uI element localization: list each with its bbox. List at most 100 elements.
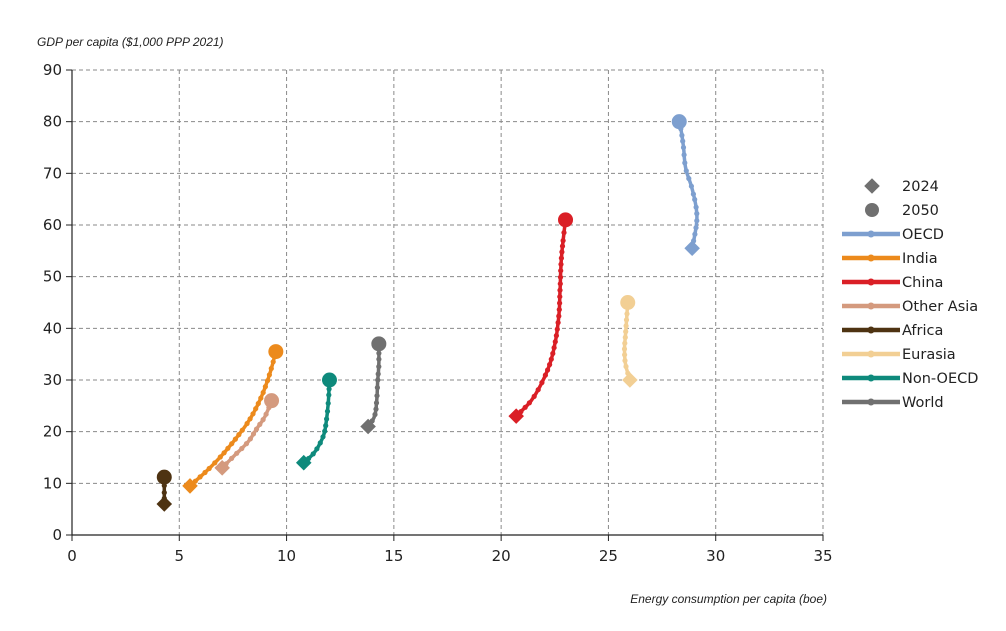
series-dot-india	[250, 411, 256, 417]
series-dot-other-asia	[247, 436, 253, 442]
series-dot-india	[270, 359, 276, 365]
series-dot-oecd	[688, 183, 695, 189]
series-dot-china	[552, 339, 558, 345]
series-dot-china	[557, 281, 563, 287]
series-dot-other-asia	[234, 450, 240, 456]
series-dot-non-oecd	[310, 451, 316, 457]
series-dot-india	[225, 445, 231, 451]
marker-2050-non-oecd	[321, 372, 337, 388]
series-dot-world	[373, 406, 379, 412]
series-dot-china	[551, 345, 557, 351]
series-dot-china	[556, 307, 562, 313]
y-tick-label: 20	[43, 423, 62, 441]
series-dot-non-oecd	[324, 416, 330, 422]
series-dot-india	[236, 432, 242, 438]
series-dot-china	[559, 249, 565, 255]
series-dot-africa	[161, 490, 167, 496]
series-dot-eurasia	[623, 317, 630, 323]
marker-2024-eurasia	[622, 372, 638, 388]
series-dot-non-oecd	[317, 440, 323, 446]
x-tick-label: 15	[384, 547, 403, 565]
series-china	[508, 212, 574, 424]
series-non-oecd	[295, 372, 337, 471]
series-dot-china	[559, 243, 566, 249]
series-dot-china	[545, 367, 551, 373]
series-dot-oecd	[692, 196, 698, 203]
marker-2024-world	[360, 418, 376, 435]
series-dot-eurasia	[622, 340, 628, 346]
series-dot-india	[266, 372, 272, 378]
series-dot-eurasia	[621, 346, 628, 352]
series-dot-oecd	[694, 218, 700, 224]
marker-2024-china	[508, 408, 524, 424]
x-tick-label: 0	[67, 547, 77, 565]
series-dot-non-oecd	[326, 386, 332, 392]
series-dot-world	[375, 371, 381, 377]
y-ticks: 0 10 20 30 40 50 60 70 80 90	[43, 61, 72, 544]
series-africa	[156, 469, 173, 512]
series-dot-india	[264, 378, 271, 384]
grid	[72, 69, 824, 535]
series-dot-other-asia	[229, 455, 235, 461]
series-dot-china	[548, 356, 554, 362]
series-layer	[156, 114, 700, 512]
series-dot-eurasia	[622, 358, 628, 364]
marker-2050-eurasia	[620, 295, 636, 310]
series-dot-oecd	[686, 175, 692, 182]
series-dot-other-asia	[253, 426, 260, 432]
series-dot-oecd	[680, 144, 687, 151]
series-dot-oecd	[679, 132, 685, 138]
series-dot-india	[260, 389, 266, 396]
x-tick-label: 20	[492, 547, 511, 565]
series-dot-china	[556, 313, 562, 319]
legend-label: India	[902, 251, 938, 267]
series-dot-india	[255, 400, 261, 407]
legend-label: Africa	[902, 323, 943, 339]
series-dot-india	[212, 460, 218, 466]
x-tick-label: 5	[175, 547, 185, 565]
legend-dot	[867, 398, 875, 406]
legend-label: China	[902, 275, 943, 291]
series-dot-other-asia	[250, 431, 257, 437]
series-dot-china	[555, 320, 561, 326]
series-dot-world	[372, 411, 378, 418]
series-dot-china	[542, 372, 549, 378]
series-dot-china	[531, 393, 537, 399]
legend-dot	[867, 374, 875, 382]
series-dot-china	[539, 380, 545, 386]
marker-2050-africa	[156, 469, 172, 485]
series-dot-eurasia	[623, 363, 629, 370]
x-ticks: 0 5 10 15 20 25 30 35	[67, 535, 833, 565]
x-tick-label: 35	[813, 547, 832, 565]
series-dot-india	[197, 474, 203, 480]
series-dot-india	[258, 395, 264, 401]
series-dot-eurasia	[623, 329, 629, 335]
series-dot-oecd	[692, 231, 698, 237]
y-tick-label: 70	[43, 164, 62, 182]
series-dot-china	[550, 350, 556, 357]
series-dot-oecd	[690, 191, 697, 197]
marker-2024-non-oecd	[295, 454, 312, 471]
series-dot-india	[221, 450, 227, 456]
marker-2050-china	[558, 212, 574, 228]
legend-label: OECD	[902, 227, 944, 243]
series-dot-india	[217, 454, 223, 460]
series-dot-other-asia	[243, 441, 250, 447]
series-dot-oecd	[682, 160, 688, 166]
y-tick-label: 50	[43, 268, 62, 286]
series-dot-oecd	[693, 204, 699, 210]
series-dot-eurasia	[622, 352, 628, 358]
legend-dot	[867, 278, 875, 286]
series-dot-non-oecd	[324, 408, 331, 414]
series-dot-world	[376, 350, 382, 356]
series-dot-non-oecd	[322, 428, 328, 434]
x-tick-label: 30	[706, 547, 725, 565]
series-dot-india	[202, 469, 208, 476]
marker-2024-other-asia	[214, 460, 230, 476]
y-tick-label: 10	[43, 474, 62, 492]
series-dot-non-oecd	[325, 400, 331, 406]
legend-marker-diamond	[864, 178, 880, 194]
series-dot-oecd	[681, 152, 687, 158]
series-dot-other-asia	[263, 411, 269, 417]
